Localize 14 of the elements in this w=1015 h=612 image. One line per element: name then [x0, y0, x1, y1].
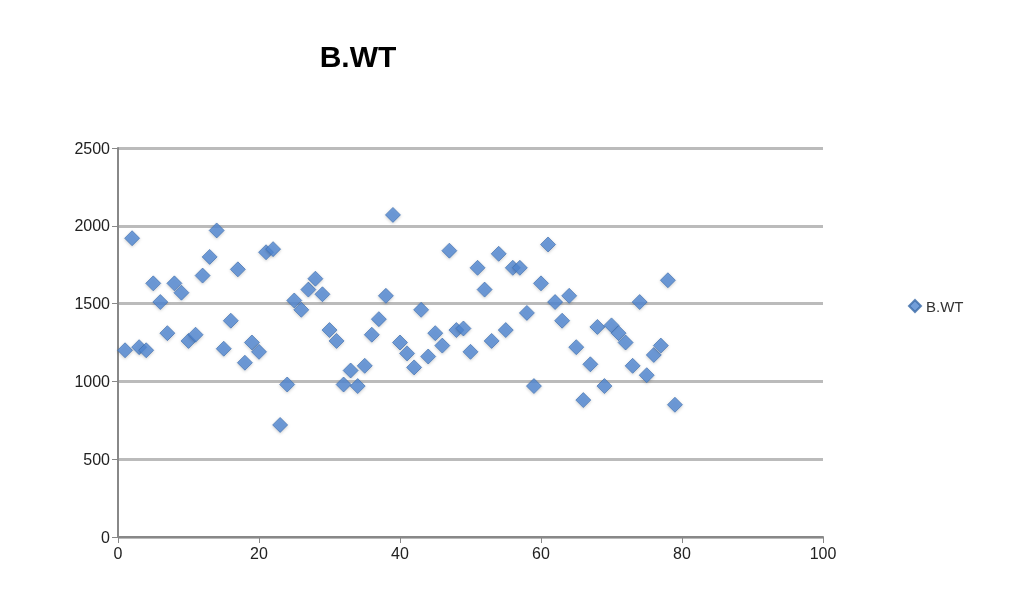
- x-tick-label: 20: [250, 544, 268, 562]
- y-tick-label: 2500: [74, 139, 111, 157]
- y-tick-label: 500: [83, 450, 111, 468]
- y-tick-label: 1000: [74, 372, 111, 390]
- x-tick-label: 40: [391, 544, 409, 562]
- x-tick-label: 100: [809, 544, 837, 562]
- x-tick-label: 0: [113, 544, 123, 562]
- x-tick-label: 60: [532, 544, 550, 562]
- y-tick-label: 1500: [74, 295, 111, 313]
- x-tick-label: 80: [673, 544, 691, 562]
- legend-label: B.WT: [926, 297, 964, 315]
- y-tick-label: 2000: [74, 217, 111, 235]
- chart-title: B.WT: [319, 39, 397, 73]
- y-tick-label: 0: [101, 528, 111, 546]
